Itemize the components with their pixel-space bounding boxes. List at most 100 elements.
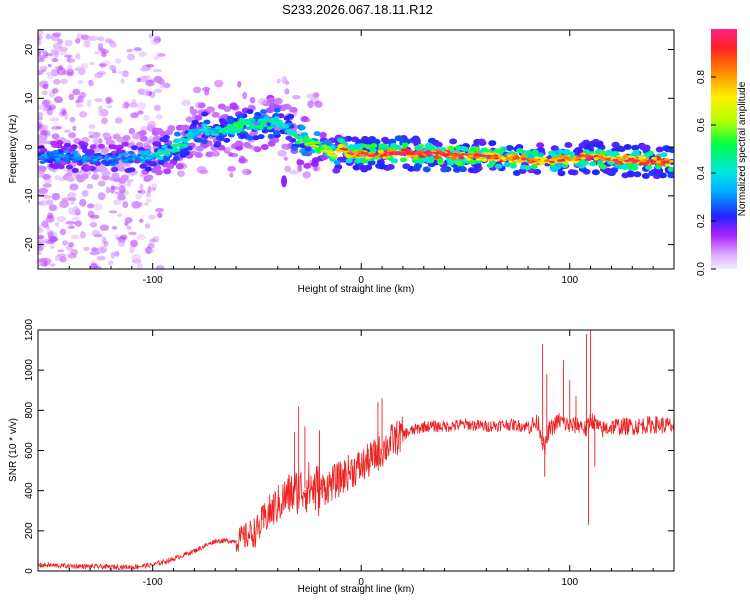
spectrogram-ridge-blob xyxy=(161,137,169,143)
spectrogram-ridge-blob xyxy=(246,109,254,115)
colorbar-tick-label: 0.6 xyxy=(696,118,707,132)
spectrogram-ridge-blob xyxy=(399,151,406,155)
spectrogram-ridge-blob xyxy=(495,163,503,169)
spectrogram-noise-blob xyxy=(97,192,106,201)
spectrogram-ridge-blob xyxy=(563,149,571,155)
spectrogram-noise-blob xyxy=(47,74,54,80)
spectrogram-ridge-blob xyxy=(401,142,409,148)
spectrogram-y-tick-label: 10 xyxy=(24,92,35,104)
spectrogram-ridge-blob xyxy=(239,133,247,139)
spectrogram-ridge-blob xyxy=(201,123,208,128)
spectrogram-ridge-blob xyxy=(261,124,268,128)
spectrogram-noise-blob xyxy=(96,255,106,261)
spectrogram-noise-blob xyxy=(75,38,81,44)
spectrogram-ridge-blob xyxy=(112,133,121,140)
spectrogram-noise-blob xyxy=(118,239,126,247)
spectrogram-noise-blob xyxy=(127,172,136,177)
spectrogram-ridge-blob xyxy=(121,141,129,147)
spectrogram-y-tick-label: 20 xyxy=(24,44,35,56)
spectrogram-ridge-blob xyxy=(668,160,674,163)
spectrogram-noise-blob xyxy=(118,185,126,194)
spectrogram-ridge-blob xyxy=(279,129,287,135)
spectrogram-noise-blob xyxy=(54,175,61,181)
spectrogram-ridge-blob xyxy=(548,150,556,156)
spectrogram-ridge-blob xyxy=(57,149,64,154)
spectrogram-ridge-blob xyxy=(42,173,51,180)
spectrogram-ridge-blob xyxy=(424,143,432,149)
spectrogram-ridge-blob xyxy=(180,124,189,131)
spectrogram-noise-blob xyxy=(144,202,149,206)
spectrogram-ridge-blob xyxy=(489,155,496,159)
snr-series-line xyxy=(38,413,674,571)
spectrogram-ridge-blob xyxy=(337,145,344,148)
spectrogram-noise-blob xyxy=(89,61,95,66)
spectrogram-noise-blob xyxy=(145,64,155,68)
spectrogram-ridge-blob xyxy=(260,109,268,115)
spectrogram-ridge-blob xyxy=(304,142,311,145)
spectrogram-noise-blob xyxy=(38,262,41,268)
spectrogram-noise-blob xyxy=(68,242,74,248)
spectrogram-noise-blob xyxy=(249,96,256,104)
spectrogram-ridge-blob xyxy=(175,138,182,142)
spectrogram-noise-blob xyxy=(86,99,92,108)
spectrogram-noise-blob xyxy=(83,246,90,251)
spectrogram-ridge-blob xyxy=(181,148,189,154)
spectrogram-ridge-blob xyxy=(253,114,261,120)
spectrogram-noise-blob xyxy=(42,238,50,244)
spectrogram-ridge-blob xyxy=(445,157,453,163)
spectrogram-ridge-blob xyxy=(163,168,172,175)
spectrogram-noise-blob xyxy=(314,100,323,108)
spectrogram-ridge-blob xyxy=(450,153,457,157)
spectrogram-noise-blob xyxy=(227,165,236,172)
spectrogram-noise-blob xyxy=(64,129,71,134)
spectrogram-ridge-blob xyxy=(520,150,528,156)
spectrogram-ridge-blob xyxy=(108,144,116,150)
spectrogram-noise-blob xyxy=(285,80,290,85)
spectrogram-noise-blob xyxy=(38,33,43,41)
spectrogram-noise-blob xyxy=(122,200,129,209)
spectrogram-ridge-blob xyxy=(246,135,254,141)
spectrogram-noise-blob xyxy=(292,94,301,100)
spectrogram-noise-blob xyxy=(127,181,132,187)
spectrogram-ridge-blob xyxy=(543,159,550,162)
spectrogram-noise-blob xyxy=(110,251,115,259)
spectrogram-ridge-blob xyxy=(243,118,250,123)
spectrogram-noise-blob xyxy=(47,231,54,239)
spectrogram-x-tick-label: 0 xyxy=(358,275,364,286)
spectrogram-noise-blob xyxy=(149,249,155,253)
spectrogram-ridge-blob xyxy=(139,135,148,142)
spectrogram-noise-blob xyxy=(38,234,45,239)
spectrogram-ridge-blob xyxy=(248,123,255,126)
spectrogram-ridge-blob xyxy=(249,119,256,124)
spectrogram-ridge-blob xyxy=(655,146,664,153)
spectrogram-ridge-blob xyxy=(303,135,310,139)
spectrogram-noise-blob xyxy=(139,75,148,83)
spectrogram-noise-blob xyxy=(38,251,42,256)
spectrogram-ridge-blob xyxy=(481,158,488,162)
spectrogram-noise-blob xyxy=(67,64,73,73)
spectrogram-noise-blob xyxy=(153,55,160,60)
spectrogram-noise-blob xyxy=(139,67,147,72)
spectrogram-noise-blob xyxy=(302,171,312,179)
spectrogram-ridge-blob xyxy=(557,170,566,177)
spectrogram-ridge-blob xyxy=(632,149,640,155)
colorbar-tick-label: 0.0 xyxy=(696,262,707,276)
spectrogram-noise-blob xyxy=(99,62,106,68)
spectrogram-ridge-blob xyxy=(228,126,235,129)
spectrogram-noise-blob xyxy=(38,112,44,118)
spectrogram-noise-blob xyxy=(108,260,114,266)
spectrogram-ridge-blob xyxy=(480,147,488,153)
spectrogram-ridge-blob xyxy=(639,144,648,151)
spectrogram-noise-blob xyxy=(131,253,142,261)
spectrogram-ridge-blob xyxy=(536,142,545,149)
spectrogram-noise-blob xyxy=(59,200,70,209)
spectrogram-ridge-blob xyxy=(64,158,71,163)
spectrogram-ridge-blob xyxy=(192,131,199,135)
spectrogram-noise-blob xyxy=(120,78,125,84)
spectrogram-ridge-blob xyxy=(505,145,514,152)
spectrogram-ridge-blob xyxy=(531,149,539,155)
spectrogram-ridge-blob xyxy=(184,138,191,141)
spectrogram-ridge-blob xyxy=(127,155,134,158)
spectrogram-ridge-blob xyxy=(220,130,227,134)
spectrogram-noise-blob xyxy=(238,157,248,164)
